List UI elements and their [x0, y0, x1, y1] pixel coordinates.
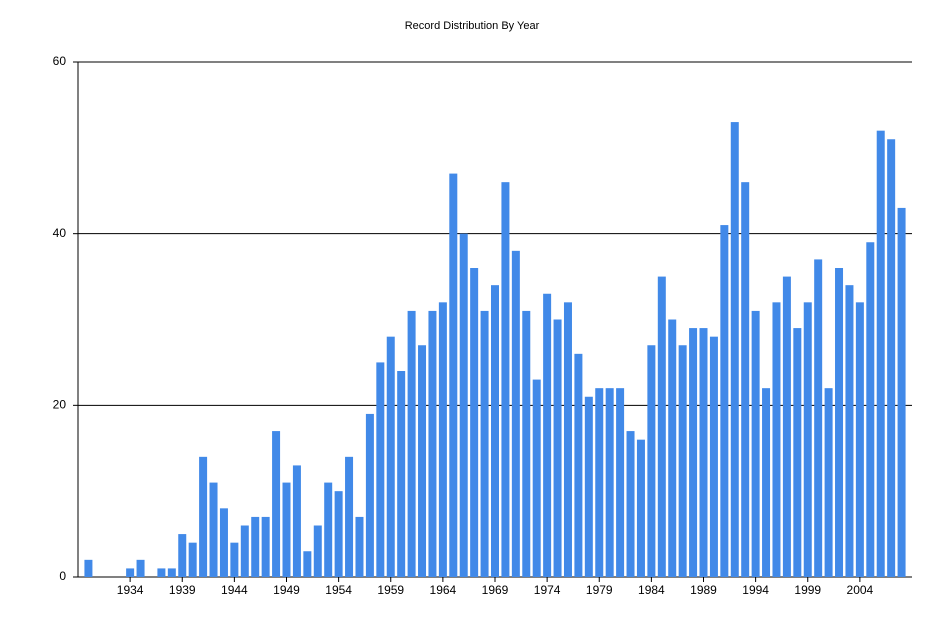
- bar: [334, 491, 343, 577]
- bar: [199, 456, 208, 577]
- bar: [762, 388, 771, 577]
- bar: [449, 173, 458, 578]
- x-tick-label: 2004: [847, 583, 874, 597]
- chart-title: Record Distribution By Year: [405, 20, 540, 32]
- bar: [261, 516, 270, 577]
- bar: [678, 345, 687, 577]
- bar: [84, 559, 93, 577]
- bar: [522, 310, 531, 577]
- bar: [636, 439, 645, 577]
- y-tick-label: 20: [53, 398, 67, 412]
- bar: [741, 182, 750, 577]
- bar: [751, 310, 760, 577]
- x-tick-label: 1964: [430, 583, 457, 597]
- x-tick-label: 1934: [117, 583, 144, 597]
- y-tick-label: 0: [59, 569, 66, 583]
- bar: [365, 413, 374, 577]
- bar: [532, 379, 541, 577]
- y-tick-label: 40: [53, 226, 67, 240]
- bar: [730, 122, 739, 577]
- x-tick-label: 1949: [273, 583, 300, 597]
- bar: [866, 242, 875, 577]
- bar: [803, 302, 812, 577]
- bar: [282, 482, 291, 577]
- bar: [355, 516, 364, 577]
- bar: [230, 542, 239, 577]
- bar: [668, 319, 677, 577]
- bar: [438, 302, 447, 577]
- bar: [209, 482, 218, 577]
- bar: [167, 568, 176, 577]
- bar: [397, 371, 406, 577]
- bar: [188, 542, 197, 577]
- bar: [126, 568, 135, 577]
- bar: [824, 388, 833, 577]
- bar: [324, 482, 333, 577]
- bar: [251, 516, 260, 577]
- bar: [835, 268, 844, 577]
- x-tick-label: 1959: [377, 583, 404, 597]
- x-tick-label: 1939: [169, 583, 196, 597]
- x-tick-label: 1984: [638, 583, 665, 597]
- bar: [303, 551, 312, 577]
- bar: [782, 276, 791, 577]
- bar: [605, 388, 614, 577]
- x-tick-label: 1979: [586, 583, 613, 597]
- bar: [574, 353, 583, 577]
- x-tick-label: 1999: [794, 583, 821, 597]
- bar: [584, 396, 593, 577]
- bar: [157, 568, 166, 577]
- bar: [292, 465, 301, 577]
- bar: [563, 302, 572, 577]
- bar: [699, 328, 708, 577]
- bar: [501, 182, 510, 577]
- bar: [511, 250, 520, 578]
- bar: [491, 285, 499, 577]
- bar: [626, 431, 635, 577]
- bar: [772, 302, 781, 577]
- bar: [345, 456, 354, 577]
- bar: [876, 130, 885, 577]
- bar: [814, 259, 823, 577]
- x-tick-label: 1989: [690, 583, 717, 597]
- x-tick-label: 1954: [325, 583, 352, 597]
- bar: [272, 431, 281, 577]
- bar: [689, 328, 698, 577]
- bar: [428, 310, 437, 577]
- bar: [376, 362, 385, 577]
- bar: [418, 345, 427, 577]
- bar: [480, 310, 489, 577]
- bar: [845, 285, 854, 577]
- bar: [887, 139, 896, 577]
- x-tick-label: 1974: [534, 583, 561, 597]
- bar: [543, 293, 552, 577]
- bar: [313, 525, 322, 577]
- bar: [647, 345, 656, 577]
- bar: [553, 319, 562, 577]
- bar: [459, 233, 468, 577]
- bar: [793, 328, 802, 577]
- bar: [595, 388, 604, 577]
- bar: [178, 534, 187, 577]
- bar: [720, 225, 729, 578]
- y-tick-label: 60: [53, 54, 67, 68]
- bar: [240, 525, 249, 577]
- bar: [470, 268, 479, 577]
- bar: [386, 336, 395, 577]
- bar: [897, 207, 906, 577]
- bar: [855, 302, 864, 577]
- bar: [616, 388, 625, 577]
- bar: [136, 559, 145, 577]
- bar: [657, 276, 666, 577]
- bar: [709, 336, 718, 577]
- x-tick-label: 1969: [482, 583, 509, 597]
- x-tick-label: 1944: [221, 583, 248, 597]
- x-tick-label: 1994: [742, 583, 769, 597]
- bar: [219, 508, 228, 577]
- bar: [407, 310, 416, 577]
